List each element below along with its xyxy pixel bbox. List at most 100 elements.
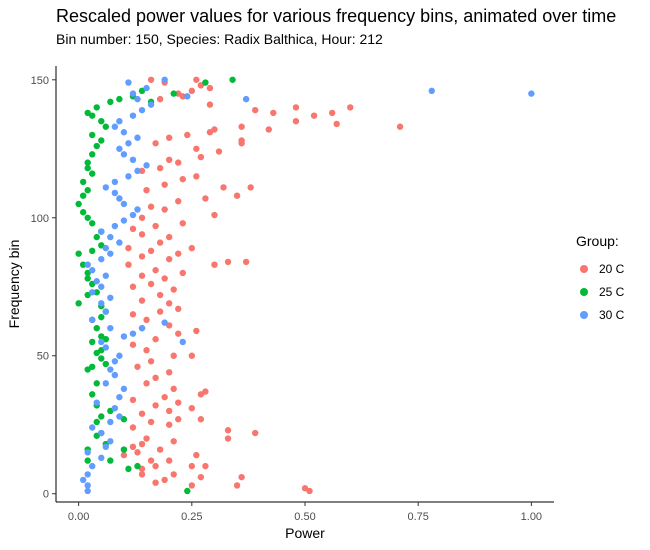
x-tick-label: 0.00 [68,511,89,523]
data-point [93,324,100,332]
data-point [193,76,200,83]
data-point [111,358,119,365]
data-point [229,76,236,83]
data-point [161,393,168,401]
data-point [125,465,132,473]
data-point [98,283,105,290]
data-point [161,206,168,213]
data-point [143,347,150,354]
data-point [143,186,150,194]
data-point [102,380,110,387]
data-point [89,220,96,227]
data-point [134,167,141,175]
data-point [143,380,150,387]
data-point [165,457,173,464]
data-point [102,184,110,191]
data-point [93,142,100,150]
data-point [98,300,105,307]
data-point [179,220,186,227]
data-point [98,355,105,362]
data-point [197,416,205,423]
data-point [98,255,105,263]
data-point [129,396,137,404]
data-point [120,129,128,136]
data-point [170,385,177,393]
x-axis-title: Power [285,525,325,541]
data-point [143,162,150,169]
data-point [156,291,164,299]
data-point [120,385,128,393]
data-point [165,300,173,307]
data-point [84,275,91,282]
x-tick-label: 1.00 [521,511,542,523]
data-point [202,195,209,202]
data-point [98,333,105,340]
data-point [175,416,182,423]
data-point [93,418,100,426]
data-point [107,98,114,106]
data-point [138,167,146,175]
data-point [265,126,272,133]
data-point [116,195,123,202]
data-point [170,471,177,478]
data-point [102,308,110,315]
points-layer [75,76,535,495]
y-tick-label: 50 [37,351,49,363]
data-point [252,106,259,114]
data-point [161,275,168,282]
data-point [116,352,123,359]
data-point [116,413,123,420]
data-point [98,137,105,144]
data-point [129,330,137,337]
data-point [247,184,254,191]
data-point [98,338,105,346]
data-point [161,76,168,83]
data-point [161,319,168,326]
data-point [193,173,200,180]
data-point [156,239,164,246]
data-point [165,233,173,241]
y-tick-label: 0 [43,489,49,501]
data-point [156,308,164,315]
data-point [120,151,128,158]
data-point [161,181,168,188]
y-ticks: 0 50 100 150 [31,75,56,501]
data-point [242,95,250,103]
data-point [79,209,87,216]
y-tick-label: 150 [31,75,49,87]
data-point [310,112,318,119]
data-point [179,338,186,346]
data-point [242,258,250,266]
data-point [134,449,141,456]
data-point [111,404,119,412]
data-point [79,476,87,484]
data-point [165,255,173,263]
data-point [84,214,91,221]
data-point [111,123,119,130]
data-point [134,134,141,141]
data-point [98,313,105,321]
data-point [129,443,137,451]
data-point [175,198,182,205]
data-point [165,156,173,164]
data-point [292,104,300,111]
data-point [224,435,232,442]
chart-subtitle: Bin number: 150, Species: Radix Balthica… [56,31,383,47]
data-point [147,247,155,255]
data-point [129,211,137,219]
data-point [138,440,146,448]
data-point [175,330,182,337]
data-point [206,84,214,92]
data-point [211,211,218,219]
data-point [147,76,155,83]
data-point [165,369,173,376]
data-point [102,360,110,368]
data-point [165,407,173,415]
data-point [175,305,182,313]
data-point [111,222,119,230]
legend-item-30c: 30 C [580,305,624,325]
data-point [188,87,196,95]
data-point [102,443,110,451]
data-point [170,352,177,359]
